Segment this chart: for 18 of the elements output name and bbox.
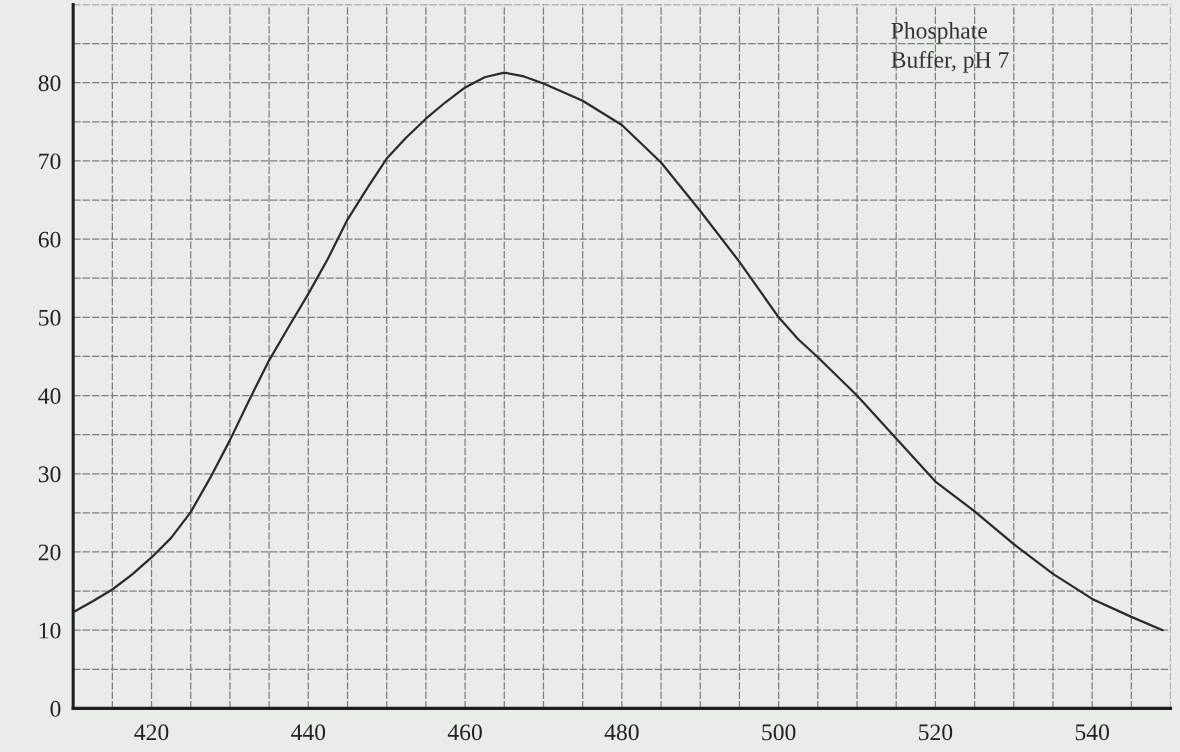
y-tick-label: 50 <box>39 309 61 326</box>
x-tick-label: 540 <box>1075 724 1109 741</box>
y-tick-label: 0 <box>50 700 61 717</box>
y-tick-label: 80 <box>38 75 61 92</box>
x-tick-label: 480 <box>604 724 639 741</box>
x-tick-label: 440 <box>291 724 326 741</box>
y-tick-label: 30 <box>38 466 61 483</box>
annotation: Phosphate Buffer, pH 7 <box>891 22 1009 73</box>
x-tick-label: 460 <box>447 724 482 741</box>
x-tick-label: 520 <box>919 724 953 741</box>
y-tick-label: 40 <box>38 388 61 404</box>
y-tick-label: 20 <box>38 544 61 561</box>
x-tick-label: 420 <box>134 724 169 741</box>
y-tick-label: 60 <box>38 231 61 248</box>
line-series <box>73 71 1164 632</box>
x-tick-label: 500 <box>762 724 796 741</box>
y-tick-label: 10 <box>39 622 61 639</box>
y-tick-label: 70 <box>39 153 61 170</box>
